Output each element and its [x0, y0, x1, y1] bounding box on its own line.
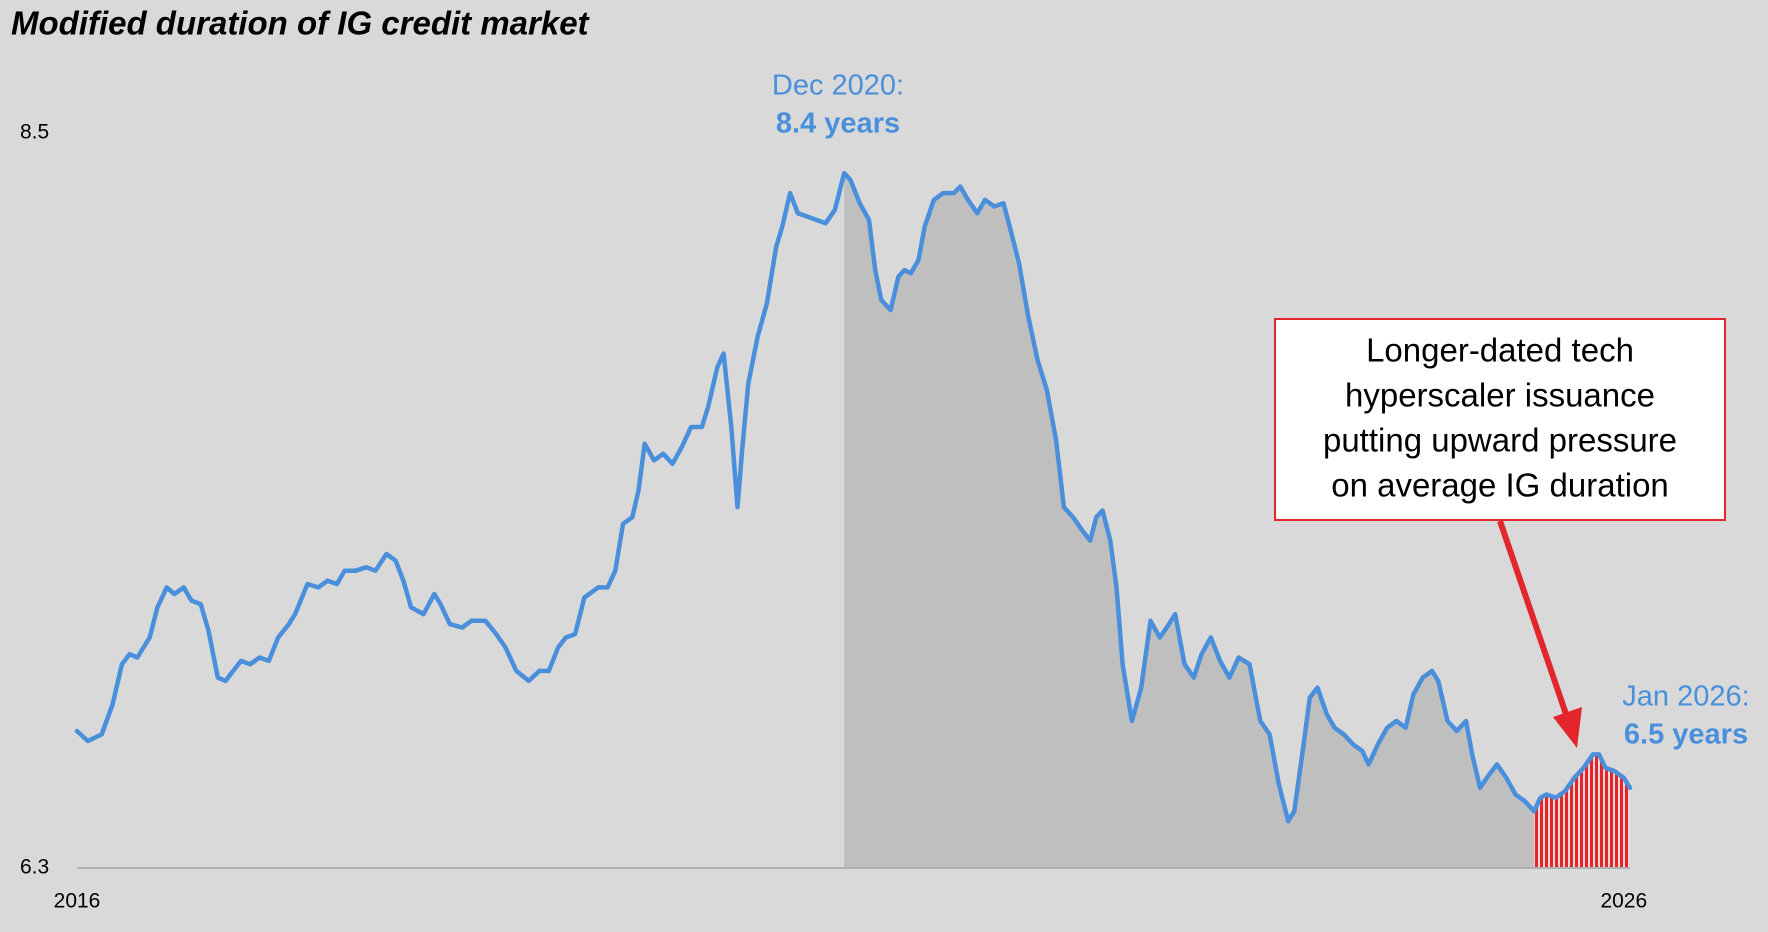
- callout-text: Longer-dated tech: [1366, 332, 1634, 369]
- callout-arrow: [1497, 520, 1571, 721]
- y-tick-label: 8.5: [20, 121, 49, 144]
- x-tick-label: 2016: [54, 890, 101, 913]
- x-tick-label: 2026: [1600, 890, 1647, 913]
- chart-title: Modified duration of IG credit market: [11, 5, 591, 42]
- annotation: 8.4 years: [776, 108, 900, 140]
- callout-text: hyperscaler issuance: [1345, 377, 1655, 414]
- annotation: 6.5 years: [1624, 719, 1748, 751]
- data-line: [74, 170, 1633, 824]
- y-tick-label: 6.3: [20, 856, 49, 879]
- shaded-area: [1534, 754, 1630, 868]
- callout-text: on average IG duration: [1331, 467, 1669, 504]
- annotation: Dec 2020:: [772, 70, 904, 102]
- shaded-area: [844, 173, 1630, 869]
- annotation: Jan 2026:: [1622, 681, 1749, 713]
- callout-box: [1274, 318, 1726, 521]
- callout-text: putting upward pressure: [1323, 422, 1677, 459]
- callout-arrowhead: [1553, 707, 1582, 748]
